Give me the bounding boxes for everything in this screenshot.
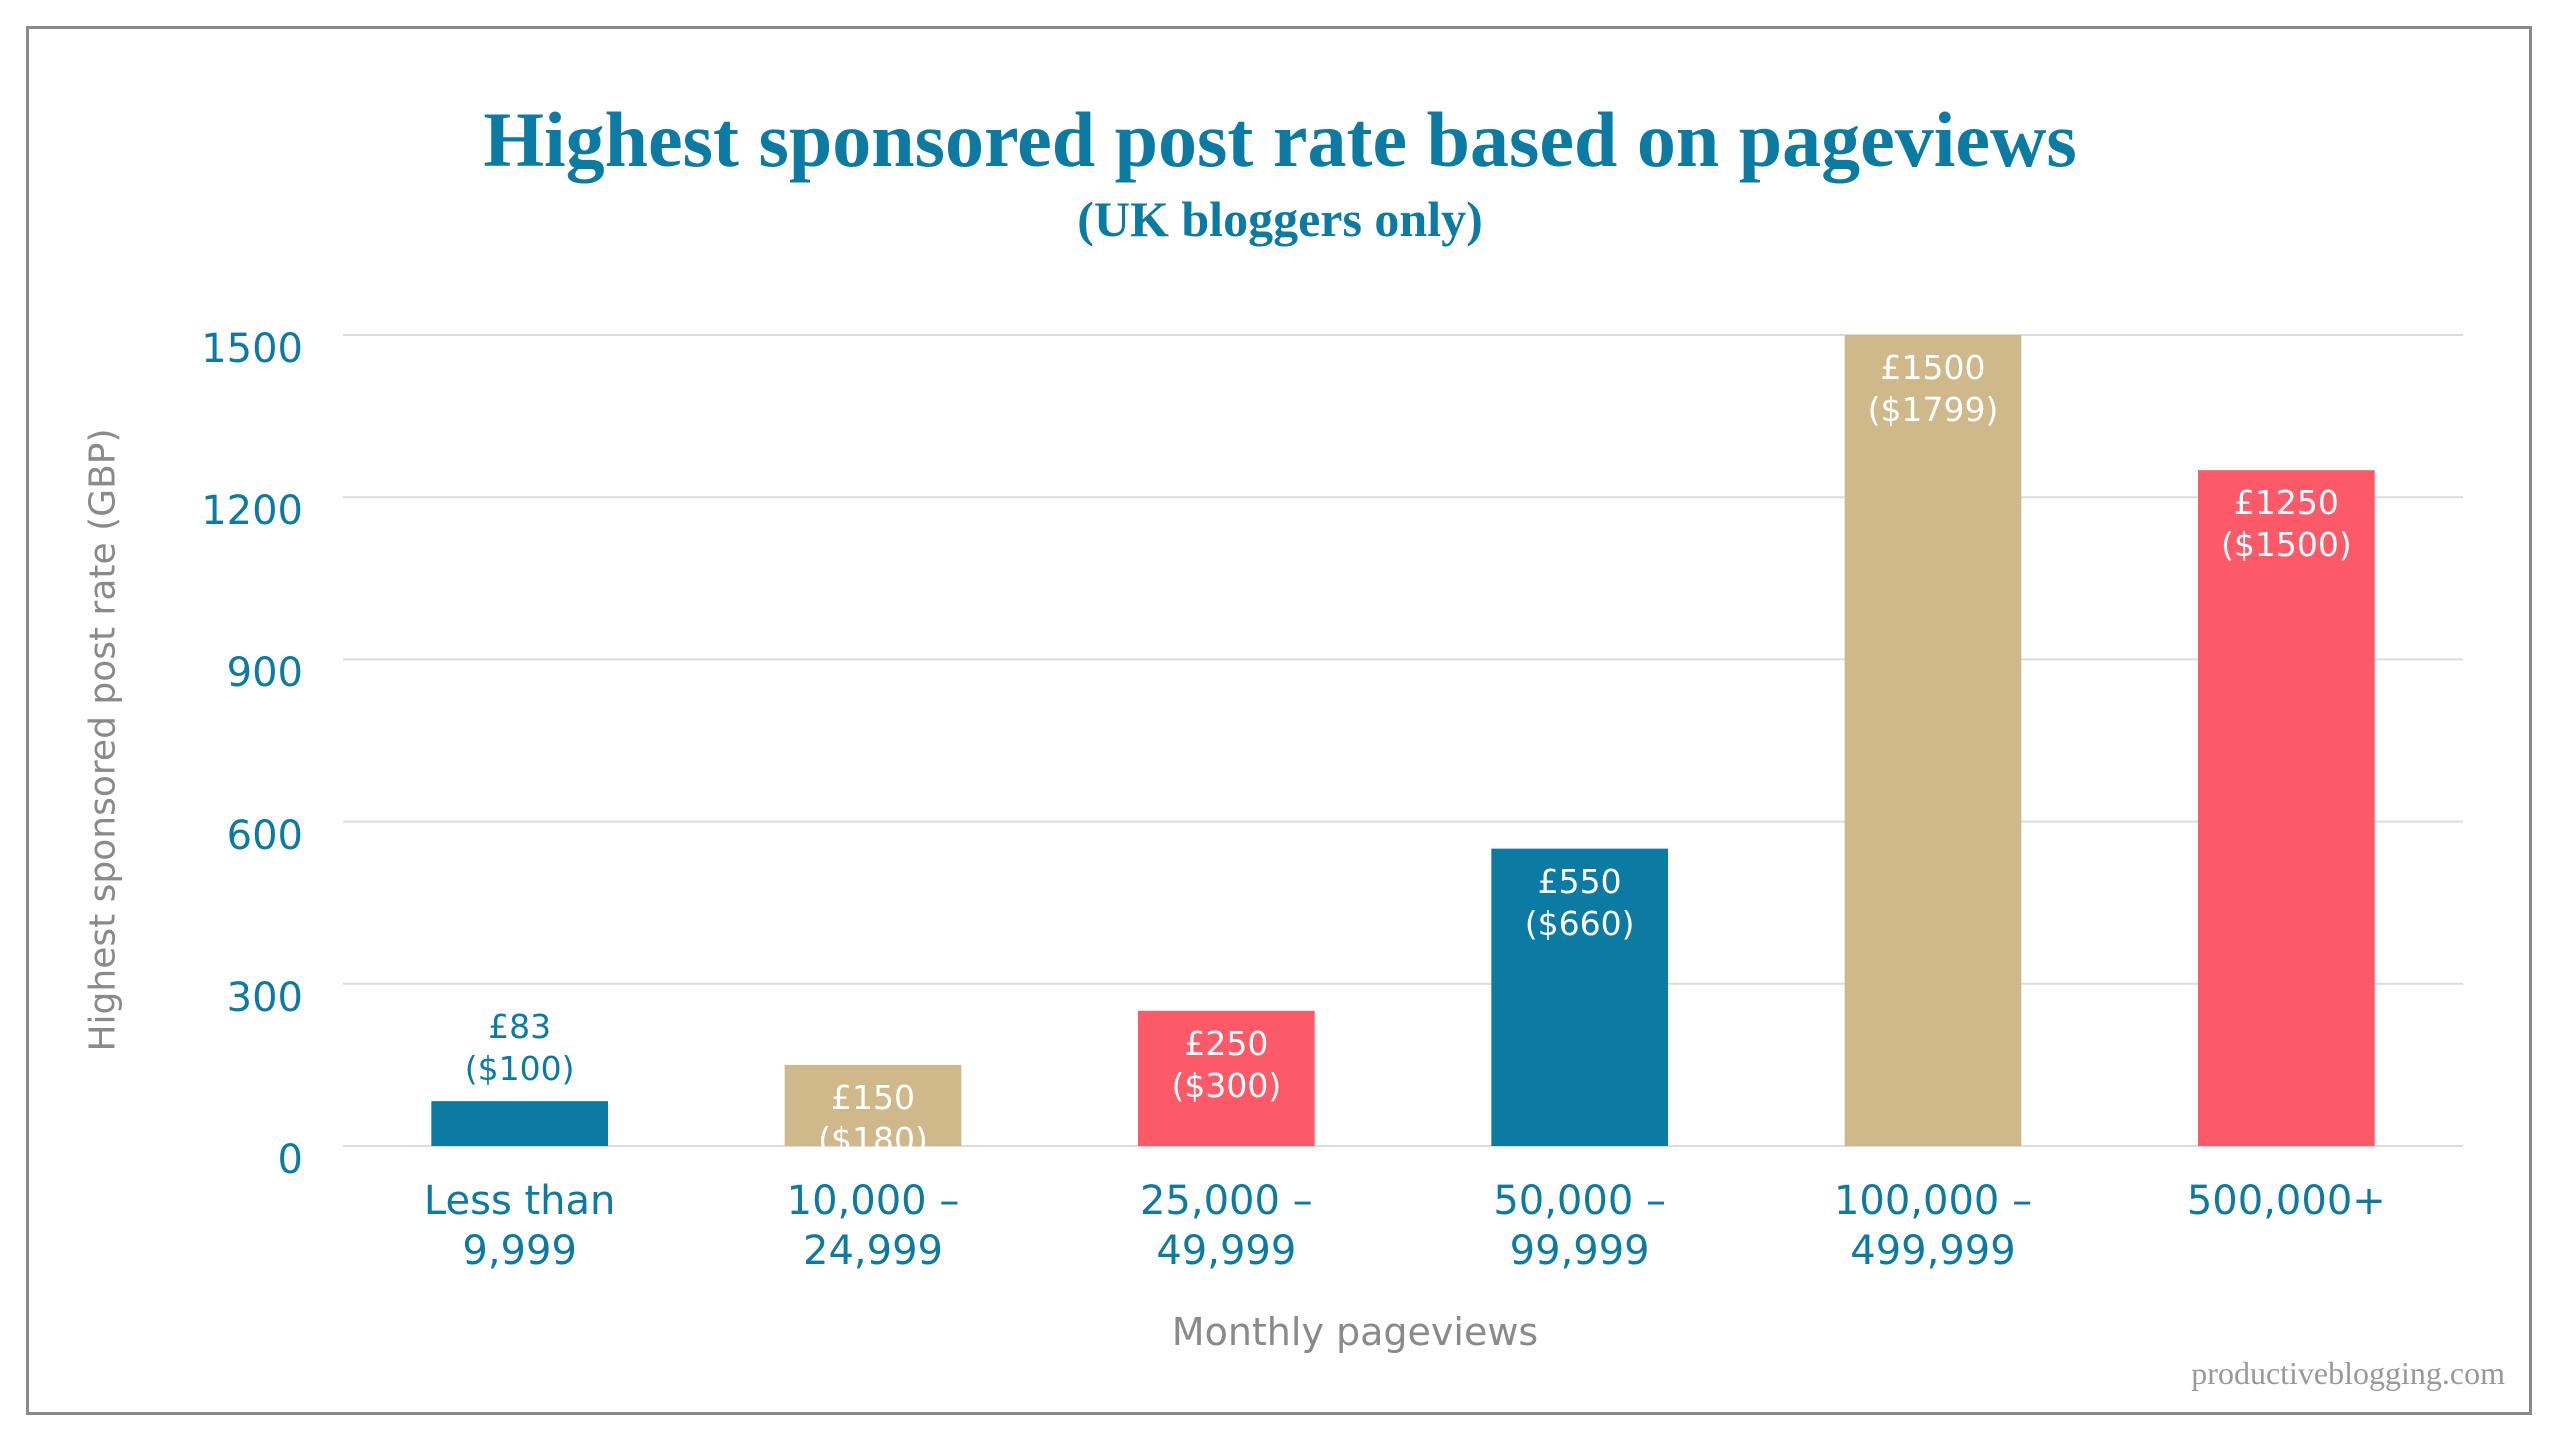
bar	[2198, 470, 2375, 1147]
x-tick-label: 50,000 – 99,999	[1493, 1178, 1666, 1274]
y-tick-label: 300	[226, 974, 303, 1021]
y-tick-label: 0	[277, 1137, 303, 1183]
x-axis-title: Monthly pageviews	[1171, 1310, 1539, 1354]
frame	[26, 26, 2532, 1415]
bar	[1844, 335, 2022, 1146]
y-tick-label: 1200	[201, 488, 303, 535]
value-label: £250 ($300)	[1171, 1023, 1282, 1105]
value-label: £550 ($660)	[1524, 861, 1635, 943]
value-label: £150 ($180)	[818, 1077, 928, 1159]
x-tick-label: 100,000 – 499,999	[1833, 1178, 2033, 1274]
chart-title: Highest sponsored post rate based on pag…	[483, 96, 2077, 183]
y-tick-label: 1500	[201, 326, 303, 372]
value-label: £1250 ($1500)	[2220, 483, 2352, 565]
y-tick-label: 900	[226, 650, 303, 697]
x-tick-label: Less than 9,999	[423, 1178, 616, 1274]
y-tick-label: 600	[226, 812, 303, 859]
value-label: £83 ($100)	[464, 1007, 575, 1089]
x-tick-label: 10,000 – 24,999	[786, 1178, 960, 1274]
bar	[1138, 1010, 1315, 1146]
bar	[1491, 848, 1668, 1146]
bar	[784, 1064, 962, 1146]
x-tick-label: 500,000+	[2186, 1178, 2386, 1224]
x-tick-label: 25,000 – 49,999	[1139, 1178, 1313, 1274]
bar	[431, 1101, 608, 1146]
source: productiveblogging.com	[2191, 1355, 2505, 1391]
chart-subtitle: (UK bloggers only)	[1077, 191, 1483, 247]
value-label: £1500 ($1799)	[1867, 348, 1999, 429]
